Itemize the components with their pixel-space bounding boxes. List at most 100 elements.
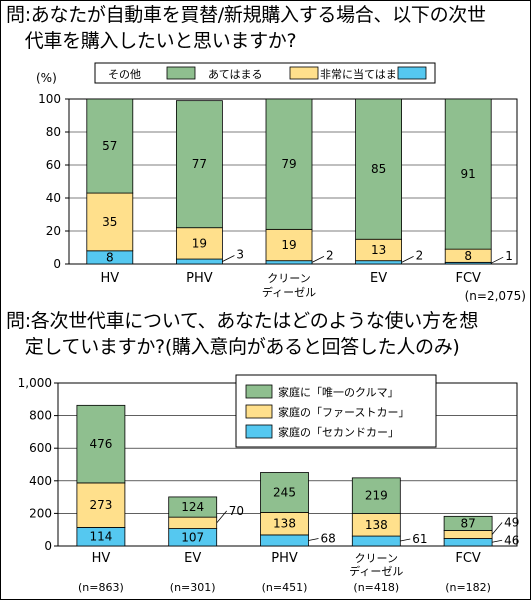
y-tick-label: 400 [29,474,52,488]
data-label: 61 [412,532,427,546]
data-label: 35 [102,215,117,229]
data-label: 70 [229,504,244,518]
leader-line [222,255,235,262]
legend-swatch [397,66,427,80]
bar-segment [175,100,223,229]
leader-line [491,522,503,535]
bar-segment [86,98,134,194]
legend-swatch [289,66,319,80]
sample-size-label: (n=863) [78,581,124,594]
legend-swatch [245,424,273,439]
data-label: 85 [371,162,386,176]
data-label: 3 [236,248,244,262]
data-label: 124 [181,500,204,514]
data-label: 114 [89,530,112,544]
x-tick-label: FCV [455,271,481,286]
legend-label: 非常に当てはまる [320,67,408,81]
question1-line1: 問:あなたが自動車を買替/新規購入する場合、以下の次世 [6,4,486,26]
legend-label: その他 [108,68,141,81]
data-label: 77 [192,157,207,171]
data-label: 19 [192,236,207,250]
y-tick-label: 1,000 [18,376,52,390]
data-label: 68 [321,531,336,545]
bar-segment [265,98,313,230]
data-label: 8 [106,250,114,264]
bar-segment [175,227,223,260]
data-label: 79 [281,157,296,171]
bar-segment [351,477,401,514]
data-label: 2 [416,248,424,262]
sample-size-label: (n=182) [445,581,491,594]
sample-size-note: (n=2,075) [465,289,526,303]
leader-line [311,255,325,263]
bar-segment [444,98,492,250]
data-label: 2 [326,248,334,262]
y-tick-label: 40 [46,191,61,205]
data-label: 107 [181,530,204,544]
legend-label: 家庭の「セカンドカー」 [278,425,399,439]
sample-size-label: (n=418) [353,581,399,594]
question2-line1: 問:各次世代車について、あなたはどのような使い方を想 [6,310,479,332]
legend-label: 家庭に「唯一のクルマ」 [278,385,399,399]
sample-size-label: (n=301) [170,581,216,594]
data-label: 13 [371,243,386,257]
legend-swatch [166,66,196,80]
data-label: 245 [273,485,296,499]
x-tick-label: ディーゼル [349,564,403,578]
y-tick-label: 80 [46,125,61,139]
x-tick-label: HV [92,551,111,566]
x-tick-label: PHV [186,271,213,286]
x-tick-label: EV [184,551,201,566]
data-label: 8 [464,249,472,263]
question1-line2: 代車を購入したいと思いますか? [6,30,297,52]
data-label: 46 [504,533,519,547]
bar-segment [168,496,218,518]
bar-segment [351,535,401,547]
legend-swatch [245,404,273,419]
bar-segment [76,404,126,484]
leader-line [401,255,414,263]
leader-line [400,538,411,542]
legend-label: あてはまる [208,68,263,81]
data-label: 138 [273,517,296,531]
bar-segment [265,228,313,262]
sample-size-label: (n=451) [262,581,308,594]
leader-line [308,538,319,541]
y-tick-label: 600 [29,441,52,455]
y-tick-label: 60 [46,158,61,172]
bar-segment [260,472,309,513]
y-tick-label: 200 [29,506,52,520]
x-tick-label: PHV [271,551,298,566]
data-label: 219 [365,489,388,503]
x-tick-label: FCV [455,551,481,566]
bar-segment [443,538,493,547]
x-tick-label: クリーン [267,272,310,285]
data-label: 57 [102,139,117,153]
bar-segment [443,530,493,539]
bar-segment [168,516,218,529]
data-label: 91 [461,167,476,181]
legend-label: 家庭の「ファーストカー」 [278,405,409,419]
data-label: 87 [460,516,475,530]
legend-swatch [245,384,273,399]
bar-segment [443,515,493,531]
y-tick-label: 20 [46,224,61,238]
bar-segment [355,98,403,240]
x-tick-label: HV [100,271,119,286]
x-tick-label: ディーゼル [262,285,316,299]
bar-segment [86,192,134,252]
data-label: 138 [365,518,388,532]
x-tick-label: クリーン [355,552,398,565]
y-tick-label: 0 [53,257,61,271]
bar-segment [260,534,309,547]
data-label: 476 [89,437,112,451]
data-label: 19 [281,238,296,252]
y-axis-unit: (%) [36,71,57,85]
leader-line [491,256,504,264]
x-tick-label: EV [370,271,387,286]
data-label: 1 [505,249,513,263]
y-tick-label: 0 [44,539,52,553]
leader-line [492,539,503,543]
leader-line [216,510,228,524]
